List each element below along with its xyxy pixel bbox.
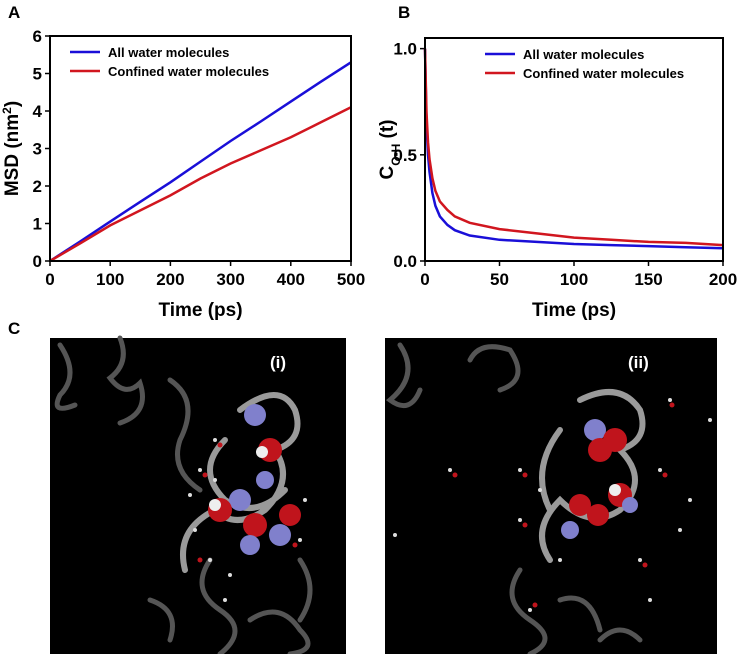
plot-frame (49, 35, 352, 262)
x-tick-label: 200 (709, 270, 737, 289)
y-axis-title: CO-H (t) (377, 120, 403, 180)
data-line (423, 48, 724, 247)
x-tick-label: 100 (96, 270, 124, 289)
y-tick-label: 4 (33, 102, 43, 121)
y-axis-title: MSD (nm2) (0, 101, 23, 196)
y-axis-title-part: MSD (nm (2, 114, 23, 196)
data-line (49, 61, 352, 263)
x-tick-label: 400 (277, 270, 305, 289)
image-background (385, 338, 717, 654)
y-axis-title-part: 2 (0, 107, 14, 114)
y-tick-label: 2 (33, 177, 42, 196)
protein-backbone (54, 335, 643, 654)
panel-label: B (398, 3, 410, 22)
legend-label: All water molecules (523, 47, 644, 62)
panel-label: A (8, 3, 20, 22)
y-tick-label: 0.0 (393, 252, 417, 271)
structure-images (50, 335, 717, 654)
y-axis-title-part: (t) (377, 120, 398, 144)
image-background (50, 338, 346, 654)
x-axis-title: Time (ps) (158, 300, 242, 321)
water-molecules (188, 398, 712, 612)
data-line (49, 106, 352, 263)
panel-label: C (8, 319, 20, 338)
x-tick-label: 100 (560, 270, 588, 289)
y-tick-label: 5 (33, 65, 42, 84)
x-tick-label: 0 (420, 270, 429, 289)
x-tick-label: 50 (490, 270, 509, 289)
y-tick-label: 1 (33, 215, 42, 234)
image-label: (ii) (628, 353, 649, 372)
x-tick-label: 200 (156, 270, 184, 289)
legend-label: Confined water molecules (523, 66, 684, 81)
y-tick-label: 6 (33, 27, 42, 46)
y-tick-label: 0.5 (393, 146, 417, 165)
x-tick-label: 500 (337, 270, 365, 289)
y-axis-title-part: C (377, 166, 398, 180)
y-tick-label: 3 (33, 140, 42, 159)
y-axis-title-part: O-H (389, 144, 403, 166)
x-tick-label: 300 (216, 270, 244, 289)
y-tick-label: 1.0 (393, 40, 417, 59)
x-tick-label: 0 (45, 270, 54, 289)
legend-label: Confined water molecules (108, 64, 269, 79)
y-axis-title-part: ) (2, 101, 23, 107)
plot-frame (424, 37, 724, 262)
image-label: (i) (270, 353, 286, 372)
water-oxygens (197, 402, 675, 608)
x-axis-title: Time (ps) (532, 300, 616, 321)
legend-label: All water molecules (108, 45, 229, 60)
y-tick-label: 0 (33, 252, 42, 271)
data-line (423, 48, 724, 250)
x-tick-label: 150 (634, 270, 662, 289)
atoms (208, 404, 638, 555)
